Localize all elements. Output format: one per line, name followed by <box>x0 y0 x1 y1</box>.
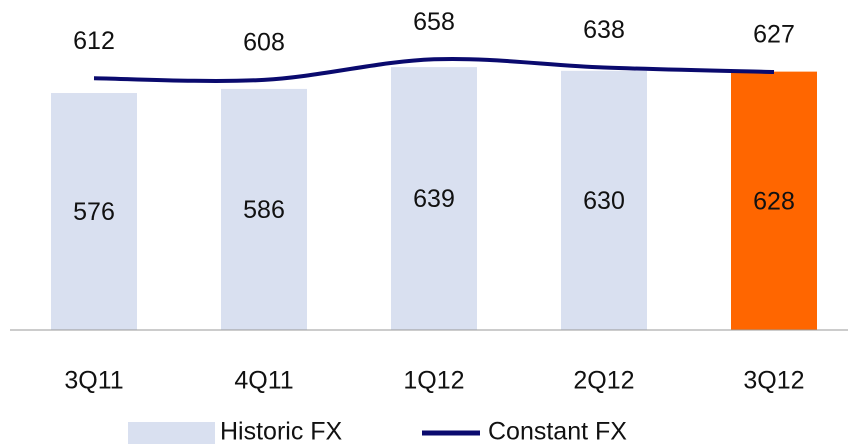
line-value-label: 608 <box>243 28 285 56</box>
legend-label: Constant FX <box>488 418 627 446</box>
x-tick-label: 3Q12 <box>743 367 804 395</box>
bar <box>391 67 477 331</box>
bar-value-label: 586 <box>243 196 285 224</box>
x-tick-label: 4Q11 <box>234 367 293 395</box>
line <box>93 56 775 83</box>
bar-value-label: 576 <box>73 198 115 226</box>
bar <box>561 70 647 331</box>
bar-value-label: 630 <box>583 187 625 215</box>
line-value-label: 612 <box>73 27 115 55</box>
legend-swatch <box>128 422 215 444</box>
legend-label: Historic FX <box>220 418 343 446</box>
line-value-label: 638 <box>583 16 625 44</box>
bar-value-label: 628 <box>753 187 795 215</box>
x-tick-label: 3Q11 <box>64 367 123 395</box>
bar <box>221 88 307 330</box>
line-value-label: 627 <box>753 21 795 49</box>
bar <box>51 93 137 330</box>
line-value-label: 658 <box>413 8 455 36</box>
bar <box>731 71 817 330</box>
bar-value-label: 639 <box>413 185 455 213</box>
x-tick-label: 1Q12 <box>403 367 464 395</box>
x-tick-label: 2Q12 <box>573 367 634 395</box>
